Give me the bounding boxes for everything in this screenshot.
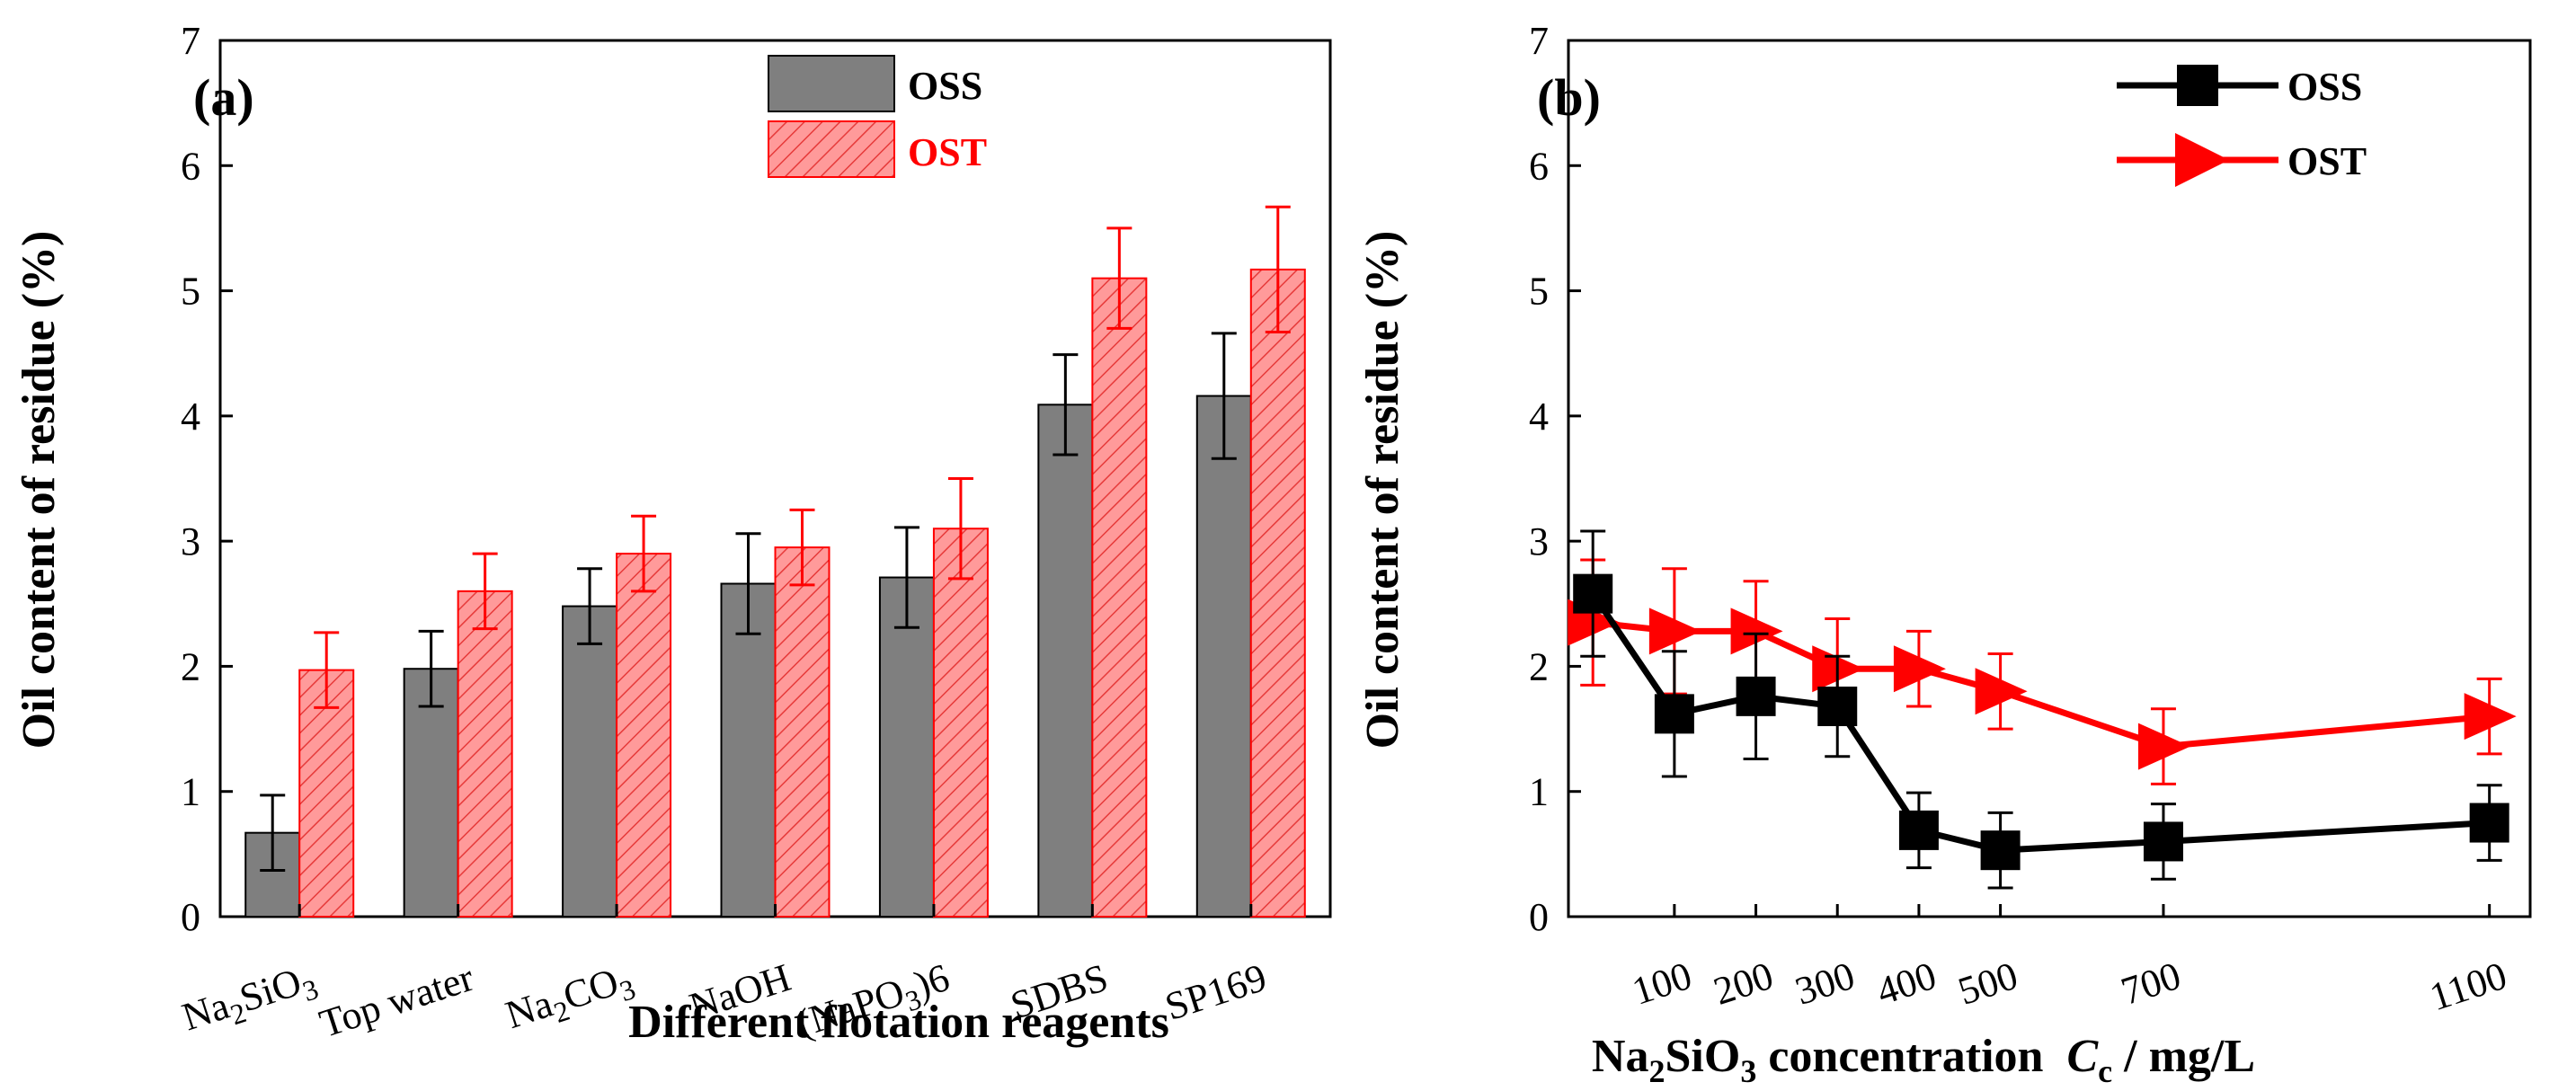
chart-b-y-tick-label: 6	[1529, 144, 1549, 188]
chart-b-x-tick-label: 1100	[2424, 954, 2511, 1019]
chart-a-panel-label: (a)	[193, 68, 254, 127]
chart-a-category-label: Na2SiO3	[177, 955, 323, 1045]
bar-oss	[403, 668, 459, 918]
series-line-ost	[1592, 619, 2490, 750]
data-point-ost	[1975, 668, 2028, 715]
chart-b-x-tick-label: 500	[1953, 954, 2023, 1014]
bar-ost	[1249, 268, 1306, 918]
chart-b-x-ticks: 100 200 300 400 500 700 1100	[1627, 904, 2512, 1019]
chart-b-x-tick-label: 400	[1871, 954, 1941, 1014]
bar-oss	[1195, 395, 1252, 918]
chart-a-y-tick-label: 7	[181, 19, 200, 63]
chart-a-category-label: Top water	[315, 955, 479, 1046]
chart-a-x-axis-label: Different flotation reagents	[628, 997, 1169, 1048]
data-point-ost	[1648, 608, 1701, 655]
data-point-ost	[1730, 608, 1783, 655]
data-point-oss	[1654, 694, 1694, 734]
data-point-oss	[1736, 676, 1776, 716]
data-point-ost	[2464, 693, 2517, 741]
chart-b-y-tick-label: 7	[1529, 19, 1549, 63]
chart-b-x-tick-label: 700	[2116, 954, 2186, 1014]
chart-a-y-tick-label: 5	[181, 270, 200, 314]
data-point-oss	[1573, 573, 1613, 614]
chart-a-y-ticks: 0 1 2 3 4 5 6 7	[181, 19, 233, 939]
legend-marker-ost	[2175, 133, 2229, 187]
legend-swatch-ost	[768, 120, 895, 178]
legend-label-oss: OSS	[908, 64, 982, 108]
data-point-oss	[1980, 830, 2021, 871]
legend-marker-oss	[2177, 65, 2218, 106]
bar-oss	[720, 582, 777, 918]
chart-b-y-tick-label: 4	[1529, 395, 1549, 439]
legend-label-ost-b: OST	[2287, 139, 2367, 183]
chart-b-x-tick-label: 100	[1627, 954, 1697, 1014]
bar-oss	[1037, 404, 1094, 918]
chart-b-y-ticks: 0 1 2 3 4 5 6 7	[1529, 19, 1581, 939]
chart-b-y-tick-label: 0	[1529, 895, 1549, 939]
chart-b-lines	[1568, 529, 2517, 890]
bar-ost	[1091, 277, 1148, 918]
data-point-oss	[2143, 821, 2183, 862]
bar-ost	[457, 590, 513, 918]
chart-a-category-label: SP169	[1159, 955, 1271, 1029]
chart-a-y-tick-label: 0	[181, 895, 200, 939]
data-point-oss	[2469, 803, 2509, 843]
chart-a-category-label: Na2CO3	[501, 955, 640, 1043]
chart-a-y-tick-label: 2	[181, 644, 200, 688]
chart-b-panel-label: (b)	[1537, 68, 1601, 127]
chart-a-y-tick-label: 1	[181, 770, 200, 814]
legend-swatch-oss	[768, 55, 895, 112]
bar-ost	[774, 546, 831, 918]
chart-a-legend: OSS OST	[768, 55, 987, 178]
chart-b: 0 1 2 3 4 5 6 7 100 200 300 400 500 700 1100 (b) Oil …	[1357, 19, 2532, 1089]
bar-oss	[562, 605, 618, 918]
chart-b-y-tick-label: 3	[1529, 519, 1549, 563]
chart-b-y-tick-label: 5	[1529, 270, 1549, 314]
legend-label-oss-b: OSS	[2287, 65, 2362, 109]
chart-b-plot	[1567, 39, 2532, 918]
bar-ost	[616, 553, 672, 918]
chart-a-y-axis-label: Oil content of residue (%)	[13, 231, 65, 750]
data-point-oss	[1898, 810, 1939, 850]
chart-b-x-axis-label: Na2SiO3 concentration Cc / mg/L	[1592, 1031, 2255, 1089]
chart-a-y-tick-label: 3	[181, 519, 200, 563]
chart-a-bars	[244, 205, 1306, 918]
data-point-oss	[1817, 687, 1858, 726]
data-point-ost	[1893, 645, 1946, 693]
chart-b-legend: OSS OST	[2117, 65, 2367, 187]
chart-b-frame	[1567, 39, 2532, 918]
chart-b-y-tick-label: 2	[1529, 644, 1549, 688]
legend-label-ost: OST	[908, 130, 987, 174]
chart-b-x-tick-label: 300	[1790, 954, 1860, 1014]
data-point-ost	[2137, 723, 2190, 770]
chart-b-x-tick-label: 200	[1709, 954, 1779, 1014]
chart-b-y-axis-label: Oil content of residue (%)	[1357, 231, 1408, 750]
bar-ost	[932, 528, 989, 918]
bar-oss	[878, 576, 935, 918]
chart-a-y-tick-label: 4	[181, 395, 200, 439]
chart-b-y-tick-label: 1	[1529, 770, 1549, 814]
chart-a-y-tick-label: 6	[181, 144, 200, 188]
